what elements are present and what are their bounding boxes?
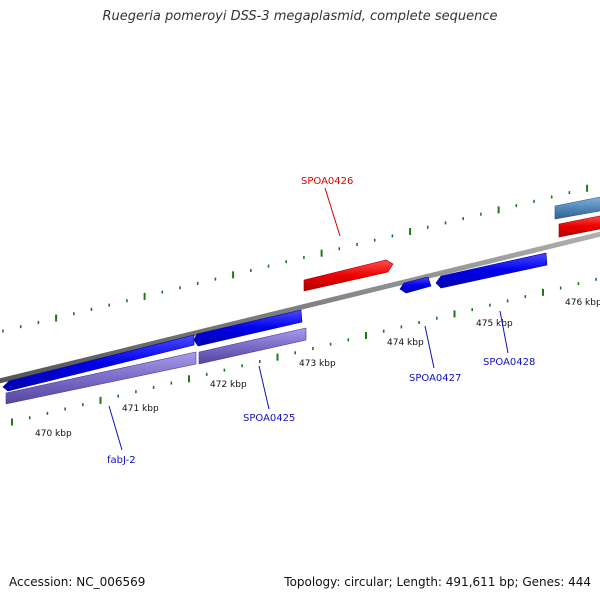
- scale-label-475: 475 kbp: [476, 319, 513, 329]
- SPOA0428-leader: [499, 310, 509, 354]
- gene-label-SPOA0427[interactable]: SPOA0427: [409, 373, 461, 384]
- gene-label-fabJ-2[interactable]: fabJ-2: [107, 455, 136, 466]
- reverse-gene-offscreen[interactable]: [558, 215, 600, 238]
- scale-label-470: 470 kbp: [35, 429, 72, 439]
- scale-labels: 470 kbp 471 kbp 472 kbp 473 kbp 474 kbp …: [35, 298, 600, 439]
- SPOA0425-leader: [258, 365, 270, 410]
- scale-label-476: 476 kbp: [565, 298, 600, 308]
- scale-label-473: 473 kbp: [299, 359, 336, 369]
- SPOA0428-gene-arrow[interactable]: [435, 252, 548, 289]
- gene-label-SPOA0425[interactable]: SPOA0425: [243, 413, 295, 424]
- lower-tick-row: [11, 277, 597, 426]
- SPOA0426-gene-arrow[interactable]: [303, 259, 394, 292]
- map-title: Ruegeria pomeroyi DSS-3 megaplasmid, com…: [102, 9, 498, 24]
- gene-labels: fabJ-2 SPOA0425 SPOA0426 SPOA0427 SPOA04…: [107, 176, 535, 466]
- SPOA0425-cds-bar[interactable]: [198, 327, 307, 365]
- SPOA0427-gene-arrow[interactable]: [399, 276, 432, 294]
- sequence-summary-text: Topology: circular; Length: 491,611 bp; …: [284, 575, 591, 589]
- scale-label-474: 474 kbp: [387, 338, 424, 348]
- cds-track: [5, 327, 307, 405]
- accession-text: Accession: NC_006569: [9, 575, 146, 589]
- SPOA0425-gene-arrow[interactable]: [193, 309, 303, 347]
- fabJ-2-cds-bar[interactable]: [5, 351, 197, 405]
- SPOA0426-leader: [324, 187, 341, 237]
- feature-bar-offscreen[interactable]: [554, 196, 600, 220]
- fabJ-2-leader: [108, 405, 123, 451]
- gene-label-SPOA0426[interactable]: SPOA0426: [301, 176, 353, 187]
- forward-strand-track: [2, 252, 548, 392]
- scale-label-472: 472 kbp: [210, 380, 247, 390]
- reverse-strand-track: [303, 196, 600, 292]
- SPOA0427-leader: [424, 325, 435, 369]
- upper-tick-row: [2, 184, 589, 333]
- scale-label-471: 471 kbp: [122, 404, 159, 414]
- fabJ-2-gene-arrow[interactable]: [2, 334, 195, 392]
- sequence-backbone: [0, 231, 600, 384]
- gene-label-SPOA0428[interactable]: SPOA0428: [483, 357, 535, 368]
- label-leaders: [108, 187, 509, 451]
